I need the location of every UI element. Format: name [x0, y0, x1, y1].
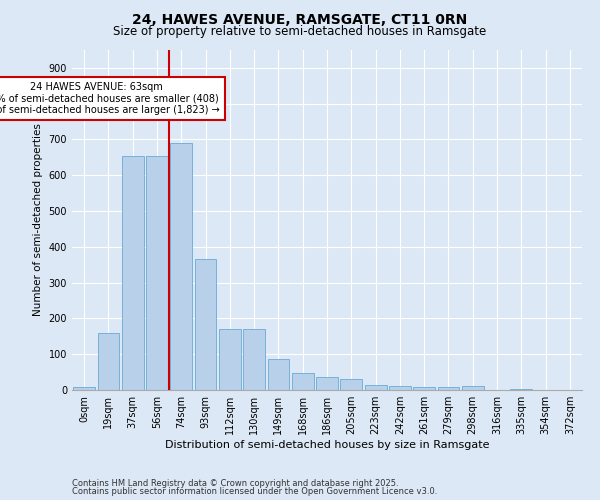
- Bar: [170, 143, 192, 390]
- Bar: [365, 385, 386, 390]
- Y-axis label: Number of semi-detached properties: Number of semi-detached properties: [33, 124, 43, 316]
- Bar: [243, 329, 265, 390]
- Bar: [316, 377, 338, 390]
- Text: Size of property relative to semi-detached houses in Ramsgate: Size of property relative to semi-detach…: [113, 25, 487, 38]
- Bar: [268, 358, 289, 390]
- Bar: [292, 373, 314, 390]
- Bar: [389, 386, 411, 390]
- Bar: [194, 260, 217, 390]
- Text: Contains public sector information licensed under the Open Government Licence v3: Contains public sector information licen…: [72, 487, 437, 496]
- Bar: [122, 156, 143, 390]
- X-axis label: Distribution of semi-detached houses by size in Ramsgate: Distribution of semi-detached houses by …: [165, 440, 489, 450]
- Bar: [437, 387, 460, 390]
- Bar: [97, 332, 119, 390]
- Bar: [146, 156, 168, 390]
- Bar: [462, 386, 484, 390]
- Bar: [340, 380, 362, 390]
- Bar: [219, 329, 241, 390]
- Text: Contains HM Land Registry data © Crown copyright and database right 2025.: Contains HM Land Registry data © Crown c…: [72, 478, 398, 488]
- Text: 24, HAWES AVENUE, RAMSGATE, CT11 0RN: 24, HAWES AVENUE, RAMSGATE, CT11 0RN: [133, 12, 467, 26]
- Bar: [73, 388, 95, 390]
- Bar: [413, 387, 435, 390]
- Text: 24 HAWES AVENUE: 63sqm
← 18% of semi-detached houses are smaller (408)
81% of se: 24 HAWES AVENUE: 63sqm ← 18% of semi-det…: [0, 82, 220, 116]
